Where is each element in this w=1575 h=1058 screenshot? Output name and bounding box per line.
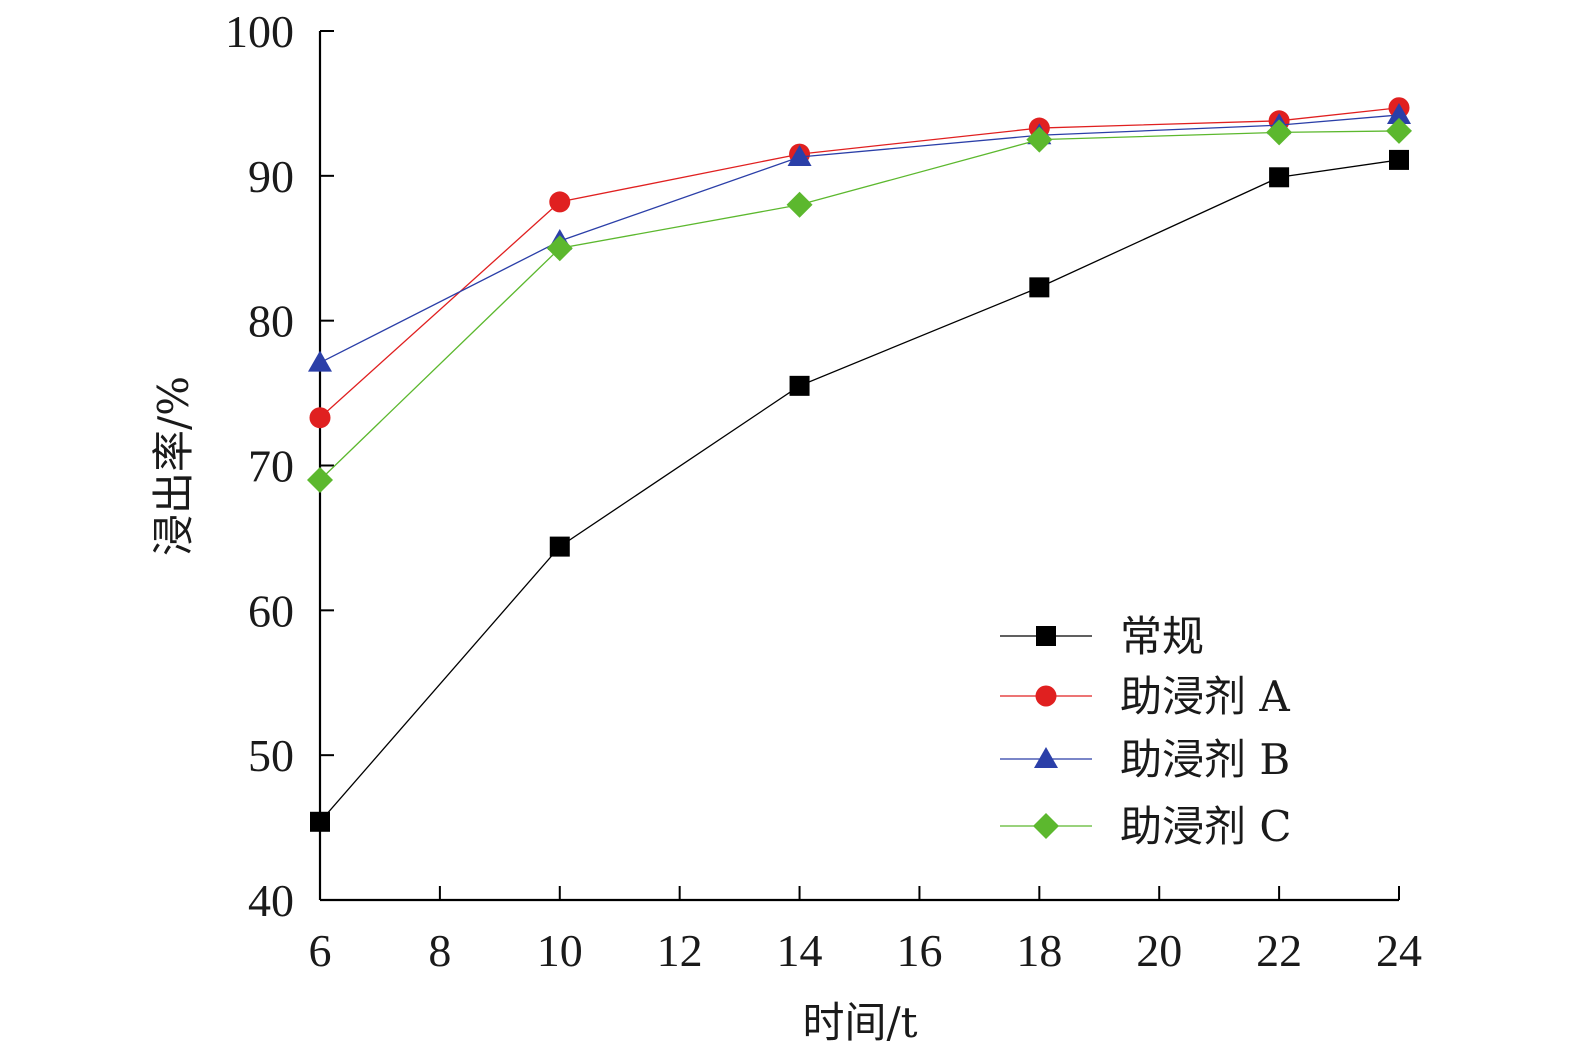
x-tick-label: 24 [1376,925,1422,976]
x-tick-label: 14 [777,925,823,976]
data-point-regular [549,536,570,557]
y-tick-label: 90 [248,151,294,202]
series-agent-c [307,117,1412,493]
x-tick-label: 12 [657,925,703,976]
y-tick-label: 40 [248,875,294,926]
series [307,97,1412,832]
legend-label: 助浸剂 A [1120,672,1290,721]
x-tick-label: 18 [1016,925,1062,976]
series-regular [310,149,1409,832]
legend-item-agent-b: 助浸剂 B [1000,735,1290,784]
data-point-agent-b [787,145,812,167]
data-point-agent-c [546,235,573,262]
data-point-agent-c [307,466,333,493]
x-tick-label: 6 [309,925,332,976]
series-line-regular [319,159,1400,823]
data-point-agent-c [1266,119,1293,146]
series-agent-a [309,97,1410,429]
data-point-agent-a [549,191,571,213]
series-line-agent-c [319,130,1400,481]
data-point-agent-c [1386,117,1412,144]
legend-label: 常规 [1120,612,1204,661]
x-tick-label: 8 [428,925,451,976]
data-point-agent-a [309,407,331,429]
data-point-agent-b [1387,103,1411,125]
y-tick-label: 60 [248,585,294,636]
data-point-regular [789,375,810,396]
y-axis-title: 浸出率/% [149,376,198,556]
data-point-regular [1389,149,1409,170]
x-tick-label: 16 [896,925,942,976]
legend-marker [1036,626,1056,646]
legend-label: 助浸剂 C [1120,802,1292,851]
legend-item-agent-c: 助浸剂 C [1000,802,1292,851]
x-tick-label: 10 [537,925,583,976]
data-point-agent-c [1026,126,1053,153]
legend-label: 助浸剂 B [1120,735,1290,784]
y-tick-label: 50 [248,730,294,781]
ticks: 6 8 10 12 14 16 18 20 22 24 40 50 60 70 80 90 100 [225,6,1422,976]
series-line-agent-a [319,107,1400,419]
x-tick-label: 22 [1256,925,1302,976]
y-tick-label: 70 [248,441,294,492]
data-point-regular [1029,277,1050,298]
legend-marker [1035,685,1057,707]
data-point-agent-c [786,191,813,218]
data-point-regular [1269,167,1290,188]
legend-item-agent-a: 助浸剂 A [1000,672,1290,721]
data-point-agent-b [308,350,332,372]
x-tick-label: 20 [1136,925,1182,976]
y-tick-label: 100 [225,6,294,57]
legend-item-regular: 常规 [1000,612,1204,661]
y-tick-label: 80 [248,296,294,347]
legend-marker [1033,813,1059,839]
series-line-agent-b [319,114,1400,364]
data-point-regular [310,811,330,832]
x-axis-title: 时间/t [802,998,917,1047]
legend-marker [1034,747,1058,768]
